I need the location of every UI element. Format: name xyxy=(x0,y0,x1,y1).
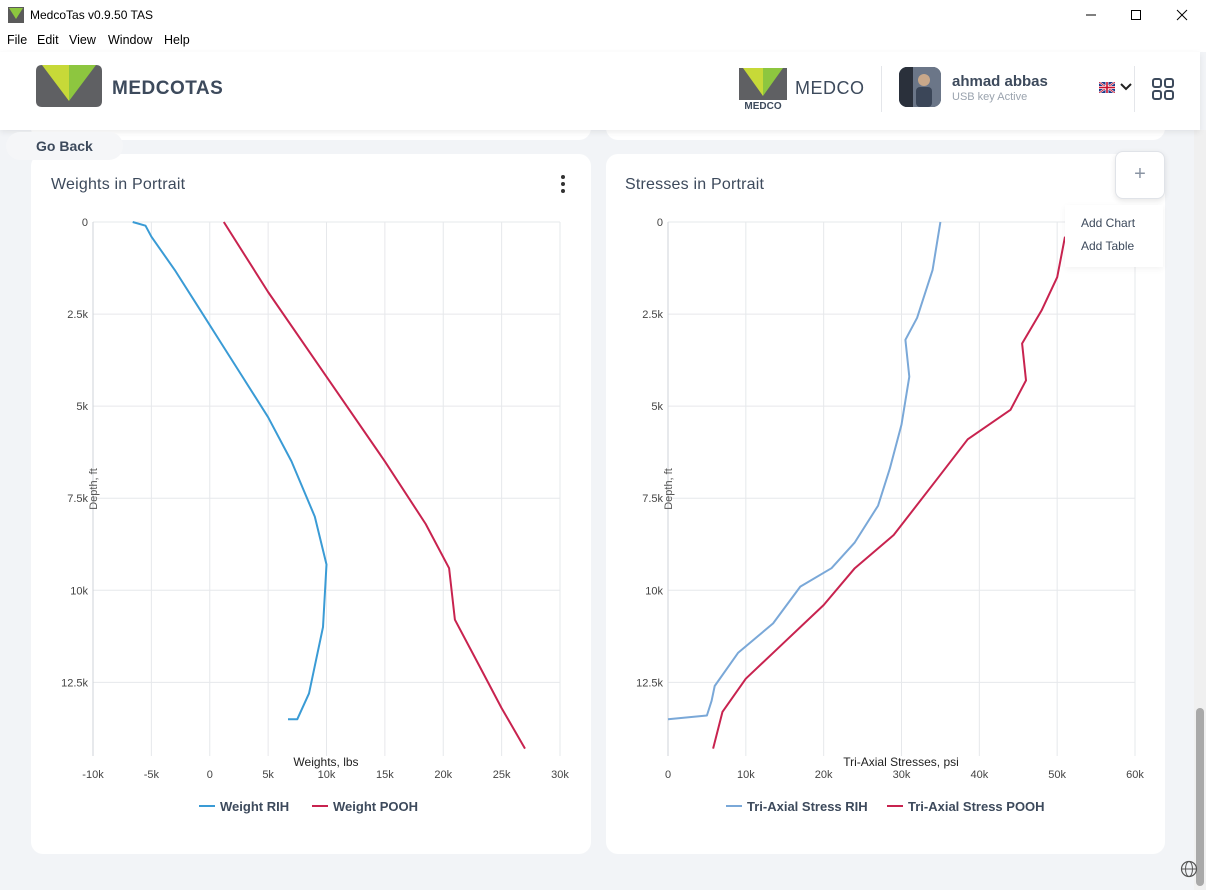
series-line-rih xyxy=(667,221,942,721)
menu-edit[interactable]: Edit xyxy=(37,33,59,47)
window-title: MedcoTas v0.9.50 TAS xyxy=(30,8,153,22)
x-tick-label: 0 xyxy=(665,769,671,781)
add-chart-item[interactable]: Add Chart xyxy=(1081,216,1136,230)
series-line-rih xyxy=(132,221,328,721)
y-tick-label: 0 xyxy=(82,217,88,229)
x-tick-label: -10k xyxy=(82,769,104,781)
scrollbar-thumb[interactable] xyxy=(1196,708,1204,886)
previous-card-right xyxy=(606,128,1165,140)
x-tick-label: 40k xyxy=(970,769,988,781)
add-table-item[interactable]: Add Table xyxy=(1081,239,1135,253)
vertical-scrollbar[interactable] xyxy=(1194,130,1206,890)
chart-title: Stresses in Portrait xyxy=(625,176,765,193)
y-tick-label: 5k xyxy=(76,401,88,413)
x-tick-label: 20k xyxy=(434,769,452,781)
x-tick-label: 0 xyxy=(207,769,213,781)
x-tick-label: 20k xyxy=(815,769,833,781)
globe-icon[interactable] xyxy=(1180,860,1198,878)
x-tick-label: 15k xyxy=(376,769,394,781)
x-tick-label: 30k xyxy=(893,769,911,781)
y-tick-label: 5k xyxy=(651,401,663,413)
legend-label: Tri-Axial Stress RIH xyxy=(747,799,868,814)
x-tick-label: 30k xyxy=(551,769,569,781)
legend-label: Tri-Axial Stress POOH xyxy=(908,799,1045,814)
x-tick-label: -5k xyxy=(144,769,160,781)
medco-logo-text: MEDCO xyxy=(744,101,781,110)
app-logo-icon xyxy=(8,7,24,23)
more-options-icon[interactable] xyxy=(559,174,567,194)
maximize-button[interactable] xyxy=(1113,0,1159,30)
chart-card-stresses: Stresses in Portrait xyxy=(606,154,1165,854)
maximize-icon xyxy=(1131,10,1141,20)
header-divider-2 xyxy=(1134,66,1135,112)
add-menu-popup: Add Chart Add Table xyxy=(1065,205,1163,267)
x-axis-label: Tri-Axial Stresses, psi xyxy=(843,755,959,769)
x-tick-label: 60k xyxy=(1126,769,1144,781)
y-tick-label: 12.5k xyxy=(61,677,88,689)
menu-file[interactable]: File xyxy=(7,33,28,47)
brand-name: MEDCOTAS xyxy=(112,78,224,99)
close-button[interactable] xyxy=(1159,0,1205,30)
menu-view[interactable]: View xyxy=(69,33,96,47)
app-header: MEDCOTAS MEDCO MEDCO ahmad abbas USB key… xyxy=(0,52,1200,130)
y-tick-label: 12.5k xyxy=(636,677,663,689)
minimize-icon xyxy=(1086,14,1096,16)
menu-bar: File Edit View Window Help xyxy=(0,30,1206,52)
add-widget-button[interactable]: + xyxy=(1115,151,1165,199)
apps-grid-icon[interactable] xyxy=(1152,78,1174,100)
chart-card-weights: Weights in Portrait xyxy=(31,154,591,854)
x-tick-label: 10k xyxy=(737,769,755,781)
medcotas-logo-icon[interactable] xyxy=(36,65,102,107)
user-name: ahmad abbas xyxy=(952,73,1048,90)
uk-flag-icon[interactable] xyxy=(1099,82,1115,93)
previous-card-left xyxy=(31,128,591,140)
legend-label: Weight RIH xyxy=(220,799,289,814)
y-tick-label: 10k xyxy=(70,585,88,597)
menu-help[interactable]: Help xyxy=(164,33,190,47)
x-tick-label: 25k xyxy=(493,769,511,781)
menu-window[interactable]: Window xyxy=(108,33,153,47)
y-tick-label: 2.5k xyxy=(67,309,88,321)
y-tick-label: 10k xyxy=(645,585,663,597)
y-axis-label: Depth, ft xyxy=(88,468,100,510)
go-back-button[interactable]: Go Back xyxy=(6,132,123,160)
y-tick-label: 7.5k xyxy=(67,493,88,505)
y-tick-label: 2.5k xyxy=(642,309,663,321)
close-icon xyxy=(1176,9,1188,21)
x-tick-label: 50k xyxy=(1048,769,1066,781)
y-tick-label: 7.5k xyxy=(642,493,663,505)
series-line-pooh xyxy=(712,236,1066,749)
y-tick-label: 0 xyxy=(657,217,663,229)
avatar[interactable] xyxy=(899,67,941,107)
medco-logo-icon: MEDCO xyxy=(739,68,787,110)
window-titlebar: MedcoTas v0.9.50 TAS xyxy=(0,0,1206,30)
minimize-button[interactable] xyxy=(1068,0,1114,30)
y-axis-label: Depth, ft xyxy=(663,468,675,510)
x-axis-label: Weights, lbs xyxy=(293,755,358,769)
x-tick-label: 5k xyxy=(262,769,274,781)
user-status: USB key Active xyxy=(952,91,1028,103)
header-divider xyxy=(881,66,882,112)
chart-title: Weights in Portrait xyxy=(51,176,186,193)
legend-label: Weight POOH xyxy=(333,799,418,814)
chevron-down-icon[interactable] xyxy=(1120,80,1132,94)
user-photo-icon xyxy=(899,67,941,107)
x-tick-label: 10k xyxy=(318,769,336,781)
series-line-pooh xyxy=(222,221,526,750)
partner-name: MEDCO xyxy=(795,78,865,98)
